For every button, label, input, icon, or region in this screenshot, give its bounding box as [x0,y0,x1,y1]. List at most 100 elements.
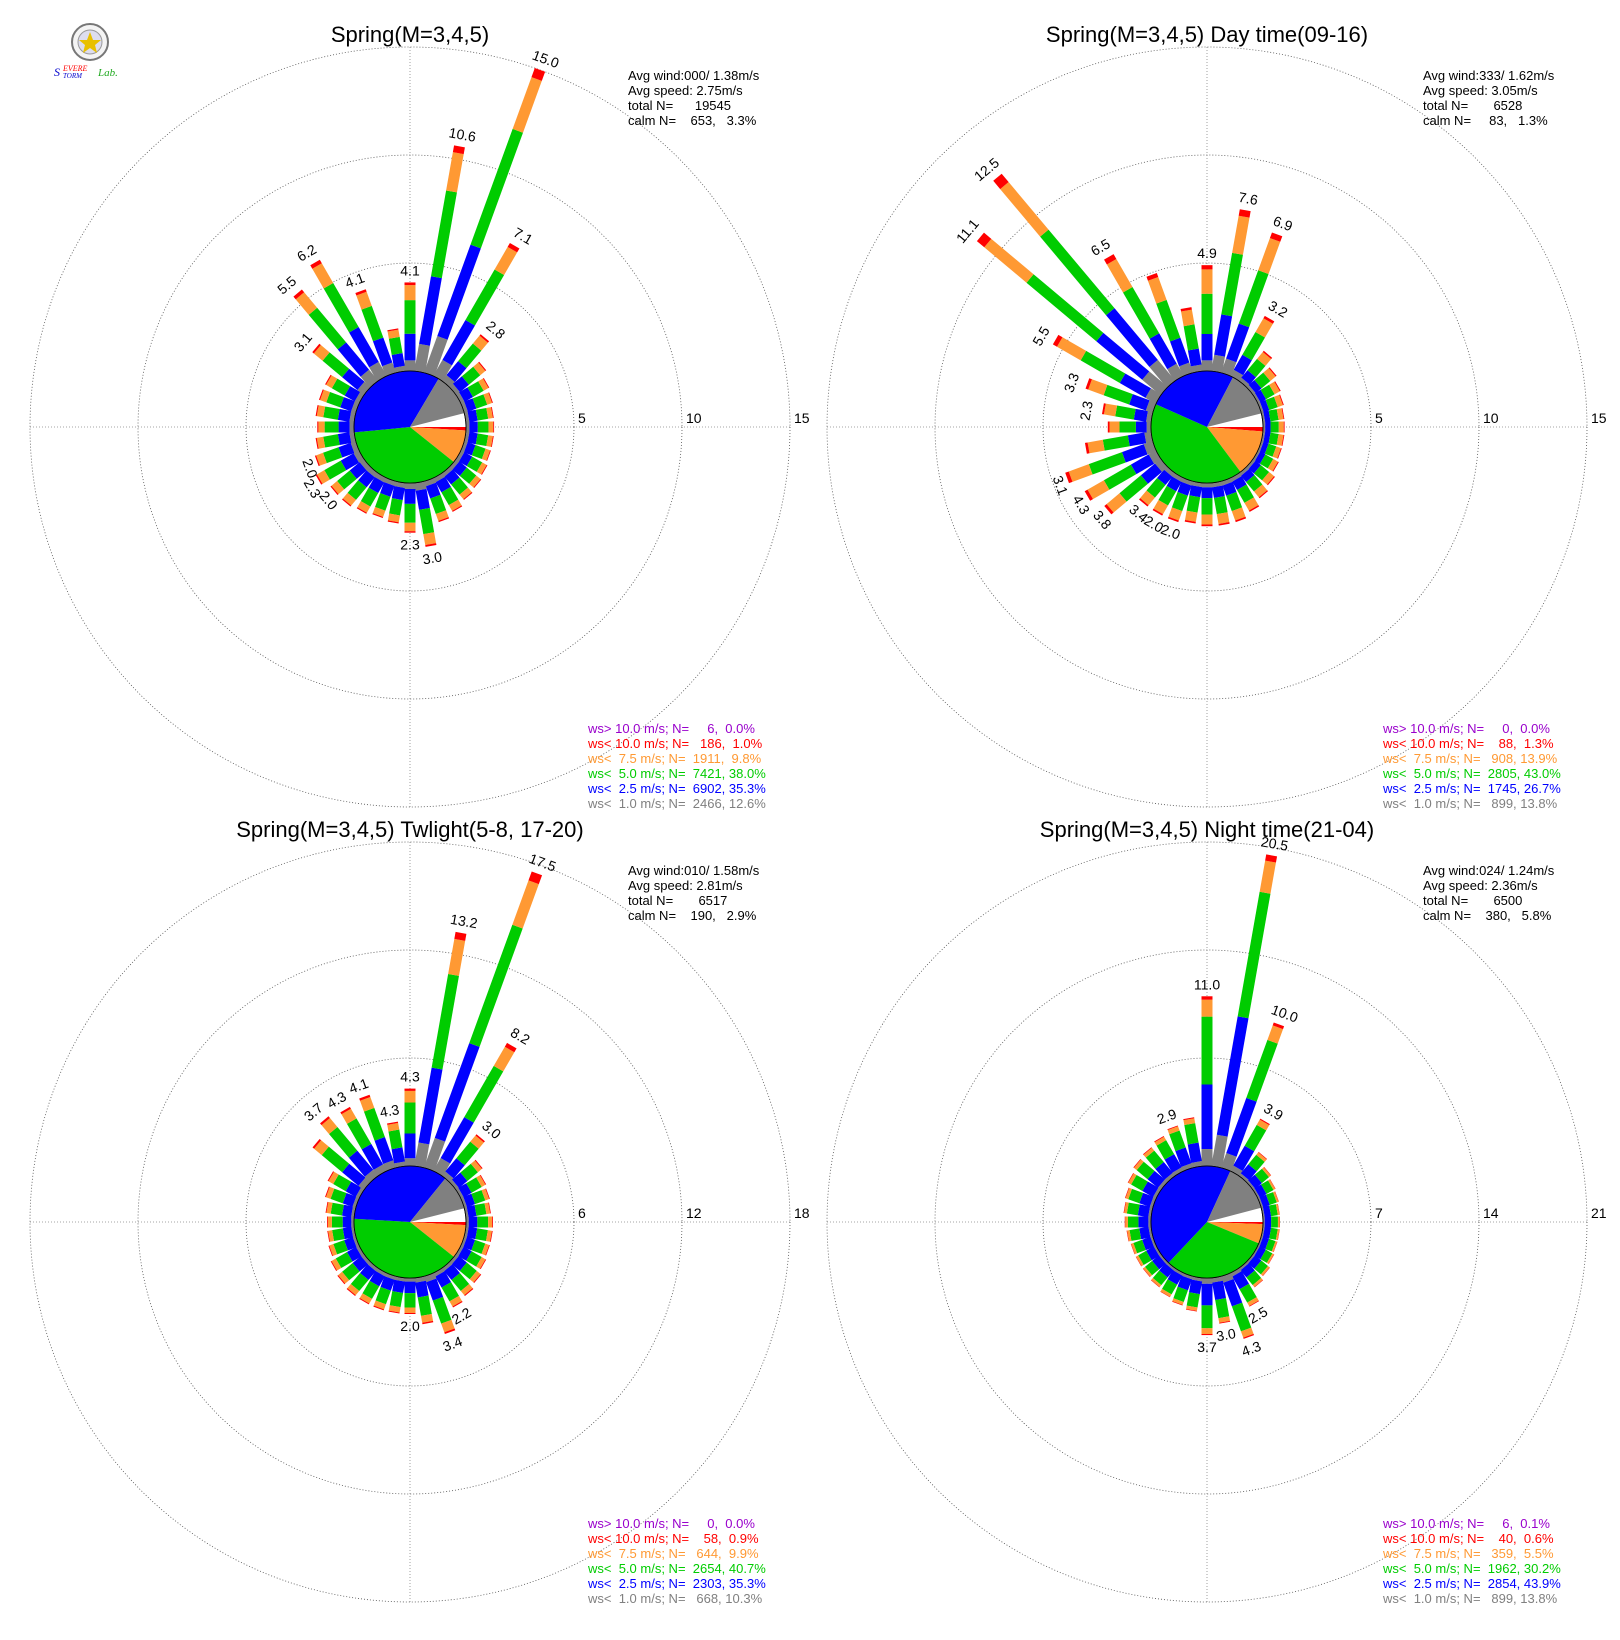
wind-bar-340-lt75 [1167,1126,1180,1135]
wind-bar-140-lt1 [441,1261,453,1272]
wind-bar-20-lt25 [1226,323,1250,363]
wind-bar-100-lt25 [1263,431,1271,444]
wind-bar-320-lt25 [1155,1161,1173,1180]
grid-ring [934,949,1480,1495]
wind-bar-130-lt25 [452,461,467,476]
wind-bar-140-lt5 [451,477,468,495]
wind-bar-230-lt25 [352,1255,369,1272]
wind-bar-280-lt25 [341,1204,353,1218]
wind-bar-330-lt10 [340,1106,351,1115]
stats-line: Avg wind:024/ 1.24m/s [1423,863,1555,878]
wind-bar-150-lt1 [1230,1267,1242,1277]
svg-text:TORM: TORM [63,72,83,80]
wind-bar-280-lt1 [351,1206,356,1218]
wind-bar-160-lt25 [1223,1278,1243,1307]
wind-bar-160-lt10 [1235,516,1247,523]
wind-bar-320-lt25 [1106,308,1158,367]
wind-bar-250-lt5 [1133,1239,1146,1254]
wind-bar-210-lt75 [357,501,371,513]
grid-ring [29,46,791,808]
wind-bar-240-lt5 [1103,464,1137,490]
wind-bar-70-lt75 [483,392,493,405]
wind-bar-240-lt5 [1138,1250,1152,1265]
wind-bar-20-lt75 [1267,1025,1284,1044]
wind-bar-130-lt10 [1267,476,1275,486]
wind-bar-220-lt10 [346,1288,356,1297]
bar-total-label: 20.5 [1260,833,1290,854]
legend-entry-gt10: ws> 10.0 m/s; N= 6, 0.1% [1382,1516,1550,1531]
grid-ring [137,154,683,700]
wind-bar-140-lt75 [1253,484,1268,498]
wind-bar-200-lt75 [373,1300,386,1310]
wind-bar-290-lt5 [330,1188,347,1204]
wind-bar-140-lt1 [1238,466,1250,476]
wind-bar-310-lt75 [984,238,1034,283]
wind-bar-240-lt25 [1130,454,1155,475]
wind-bar-130-lt5 [459,467,477,484]
wind-bar-290-lt5 [326,392,344,408]
wind-bar-120-lt25 [1254,1246,1266,1260]
wind-bar-220-lt25 [1159,1263,1174,1278]
wind-rose-panel-3: Spring(M=3,4,5) Twlight(5-8, 17-20) 6 12 18… [29,817,810,1606]
wind-bar-300-lt25 [345,1181,362,1197]
wind-bar-330-lt1 [373,1164,387,1177]
wind-bar-290-lt5 [1103,384,1133,405]
bar-total-label: 2.3 [1077,400,1096,422]
wind-bar-70-lt5 [1265,396,1278,411]
wind-bar-240-lt10 [1084,489,1094,501]
wind-bar-150-lt1 [433,472,446,483]
wind-bar-290-lt75 [325,1186,335,1199]
wind-bar-280-lt1 [1146,410,1153,423]
wind-bar-150-lt1 [1230,472,1242,482]
wind-bar-310-lt1 [358,1177,371,1191]
wind-bar-250-lt25 [1142,1236,1155,1251]
wind-bar-30-lt1 [433,359,452,382]
pie-slice-lt5 [1168,1222,1259,1278]
legend-entry-lt75: ws< 7.5 m/s; N= 359, 5.5% [1382,1546,1554,1561]
wind-bar-330-lt10 [310,259,322,269]
wind-bar-200-lt5 [1173,1286,1188,1303]
wind-bar-240-lt5 [324,460,347,480]
bar-total-label: 3.1 [1050,473,1072,497]
wind-bar-210-lt1 [374,472,387,483]
wind-bar-40-lt10 [1262,350,1273,360]
wind-bar-170-lt25 [1212,485,1225,498]
wind-bar-320-lt10 [993,173,1009,190]
wind-bar-250-lt75 [316,452,327,466]
wind-bar-140-lt25 [1240,468,1255,483]
wind-rose-panel-1: Spring(M=3,4,5) 5 10 15 4.1 10.6 15.0 7.1 2.8 3.0… [29,22,810,811]
wind-bar-60-lt75 [478,378,489,391]
wind-bar-60-lt1 [455,392,465,404]
wind-bar-40-lt5 [1247,358,1266,378]
wind-bar-30-lt1 [1230,1165,1243,1177]
wind-bar-100-lt1 [464,431,470,443]
wind-bar-120-lt25 [1254,451,1266,464]
wind-bar-200-lt5 [1171,491,1188,512]
wind-bar-310-lt25 [342,1163,366,1186]
wind-bar-50-lt1 [449,1179,460,1191]
wind-bar-110-lt1 [460,1235,468,1248]
wind-bar-210-lt5 [360,487,379,507]
wind-bar-280-lt75 [1103,403,1118,417]
ring-tick-label: 15 [1591,410,1607,426]
pie-slice-lt25 [354,370,439,433]
wind-bar-350-lt75 [1183,1118,1196,1126]
wind-bar-60-lt1 [455,1187,464,1199]
grid-ring [245,262,575,592]
wind-bar-230-lt25 [1140,463,1163,484]
wind-bar-10-lt75 [448,938,466,976]
wind-bar-290-lt75 [1125,1187,1133,1200]
wind-bar-170-lt25 [415,1280,429,1298]
pie-slice-lt5 [354,1218,454,1278]
ring-tick-label: 5 [1375,410,1383,426]
wind-bar-150-lt75 [448,499,462,511]
wind-bar-220-lt25 [358,470,375,488]
wind-bar-70-lt25 [464,398,477,412]
wind-bar-30-lt10 [1259,1118,1270,1126]
legend-entry-lt5: ws< 5.0 m/s; N= 2654, 40.7% [587,1561,766,1576]
wind-bar-150-lt75 [449,1295,462,1307]
wind-bar-210-lt25 [368,477,385,494]
wind-bar-20-lt10 [1269,232,1283,242]
wind-bar-340-lt75 [1147,277,1167,304]
